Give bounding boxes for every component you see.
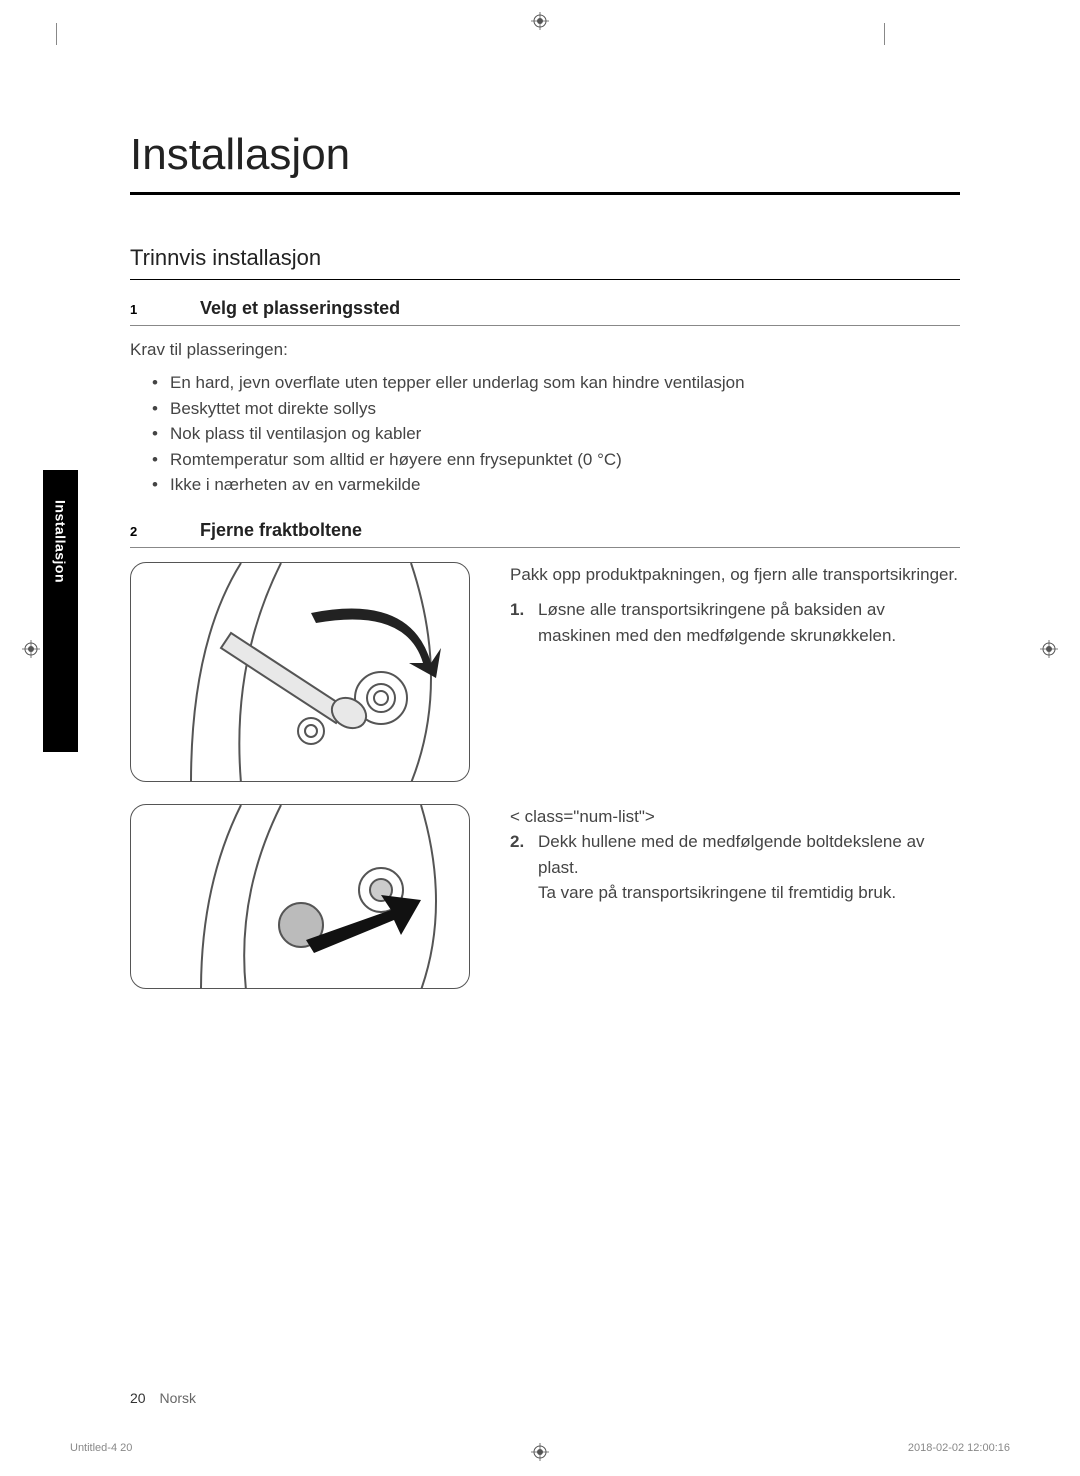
step-header-1: 1 Velg et plasseringssted bbox=[130, 298, 960, 326]
step1-intro: Krav til plasseringen: bbox=[130, 340, 960, 360]
list-item: Ikke i nærheten av en varmekilde bbox=[152, 472, 960, 498]
step-badge: 1 bbox=[130, 302, 200, 317]
page-footer: 20 Norsk bbox=[130, 1390, 960, 1406]
list-item: Romtemperatur som alltid er høyere enn f… bbox=[152, 447, 960, 473]
step1-bullets: En hard, jevn overflate uten tepper elle… bbox=[130, 370, 960, 498]
item-text: Dekk hullene med de medfølgende boltdeks… bbox=[538, 829, 960, 906]
section-title: Trinnvis installasjon bbox=[130, 245, 960, 280]
page-number: 20 bbox=[130, 1390, 146, 1406]
list-item: 1. Løsne alle transportsikringene på bak… bbox=[510, 597, 960, 648]
list-item: Beskyttet mot direkte sollys bbox=[152, 396, 960, 422]
item-number: 2. bbox=[510, 829, 528, 906]
step-header-2: 2 Fjerne fraktboltene bbox=[130, 520, 960, 548]
page-title: Installasjon bbox=[130, 130, 960, 195]
list-item: 2. Dekk hullene med de medfølgende boltd… bbox=[510, 829, 960, 906]
step2-para: Pakk opp produktpakningen, og fjern alle… bbox=[510, 562, 960, 588]
list-item: En hard, jevn overflate uten tepper elle… bbox=[152, 370, 960, 396]
list-item: Nok plass til ventilasjon og kabler bbox=[152, 421, 960, 447]
step2-row-2: < class="num-list"> 2. Dekk hullene med … bbox=[130, 804, 960, 989]
step2-text-2: < class="num-list"> 2. Dekk hullene med … bbox=[510, 804, 960, 906]
step2-row-1: Pakk opp produktpakningen, og fjern alle… bbox=[130, 562, 960, 782]
step-badge: 2 bbox=[130, 524, 200, 539]
step2-text-1: Pakk opp produktpakningen, og fjern alle… bbox=[510, 562, 960, 657]
page-info: 20 Norsk bbox=[130, 1390, 196, 1406]
figure-remove-bolt bbox=[130, 562, 470, 782]
footer-meta: Untitled-4 20 2018-02-02 12:00:16 bbox=[70, 1442, 1010, 1454]
step-title: Velg et plasseringssted bbox=[200, 298, 400, 319]
figure-cover-hole bbox=[130, 804, 470, 989]
doc-timestamp: 2018-02-02 12:00:16 bbox=[908, 1442, 1010, 1454]
doc-id: Untitled-4 20 bbox=[70, 1442, 132, 1454]
step-title: Fjerne fraktboltene bbox=[200, 520, 362, 541]
item-number: 1. bbox=[510, 597, 528, 648]
page-language: Norsk bbox=[159, 1390, 196, 1406]
item-text: Løsne alle transportsikringene på baksid… bbox=[538, 597, 960, 648]
